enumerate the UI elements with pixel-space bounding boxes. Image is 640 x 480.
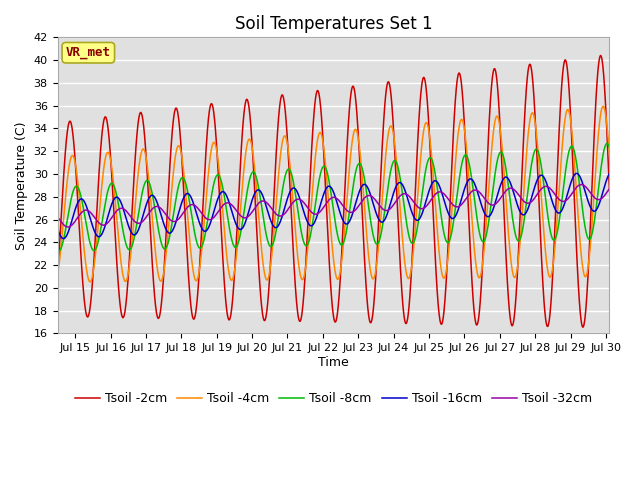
Tsoil -32cm — [488, 202, 496, 208]
Tsoil -16cm — [590, 208, 598, 214]
Tsoil -16cm — [323, 186, 330, 192]
X-axis label: Time: Time — [318, 356, 349, 369]
Tsoil -8cm — [323, 166, 330, 172]
Line: Tsoil -16cm: Tsoil -16cm — [58, 173, 609, 239]
Line: Tsoil -8cm: Tsoil -8cm — [58, 144, 609, 252]
Tsoil -32cm — [323, 201, 330, 206]
Y-axis label: Soil Temperature (C): Soil Temperature (C) — [15, 121, 28, 250]
Tsoil -8cm — [82, 220, 90, 226]
Tsoil -8cm — [54, 248, 61, 254]
Tsoil -8cm — [589, 224, 597, 230]
Tsoil -2cm — [590, 143, 598, 149]
Tsoil -8cm — [603, 141, 611, 146]
Tsoil -32cm — [590, 194, 598, 200]
Tsoil -16cm — [82, 202, 90, 208]
Tsoil -32cm — [590, 194, 598, 200]
Tsoil -2cm — [82, 308, 90, 314]
Line: Tsoil -4cm: Tsoil -4cm — [58, 106, 609, 282]
Tsoil -32cm — [64, 224, 72, 230]
Tsoil -16cm — [605, 171, 613, 177]
Text: VR_met: VR_met — [66, 46, 111, 59]
Tsoil -2cm — [488, 77, 496, 83]
Tsoil -2cm — [307, 154, 315, 159]
Tsoil -16cm — [590, 208, 598, 214]
Line: Tsoil -32cm: Tsoil -32cm — [58, 184, 609, 227]
Tsoil -2cm — [589, 149, 597, 155]
Tsoil -2cm — [322, 192, 330, 198]
Tsoil -16cm — [54, 226, 61, 232]
Tsoil -4cm — [323, 168, 330, 174]
Tsoil -2cm — [596, 53, 604, 59]
Tsoil -8cm — [488, 191, 496, 197]
Tsoil -4cm — [86, 279, 94, 285]
Tsoil -2cm — [579, 324, 587, 330]
Tsoil -2cm — [54, 274, 61, 279]
Title: Soil Temperatures Set 1: Soil Temperatures Set 1 — [235, 15, 432, 33]
Tsoil -16cm — [60, 236, 67, 241]
Tsoil -4cm — [599, 103, 607, 109]
Tsoil -16cm — [573, 170, 580, 176]
Tsoil -32cm — [82, 207, 90, 213]
Tsoil -4cm — [605, 152, 613, 157]
Tsoil -4cm — [308, 199, 316, 205]
Tsoil -16cm — [488, 208, 496, 214]
Tsoil -8cm — [590, 222, 598, 228]
Tsoil -8cm — [55, 249, 63, 254]
Tsoil -4cm — [488, 139, 496, 144]
Tsoil -4cm — [589, 201, 597, 207]
Tsoil -32cm — [605, 186, 613, 192]
Tsoil -32cm — [308, 209, 316, 215]
Tsoil -32cm — [54, 214, 61, 220]
Tsoil -4cm — [590, 197, 598, 203]
Tsoil -2cm — [605, 188, 613, 194]
Tsoil -4cm — [54, 272, 61, 277]
Tsoil -8cm — [605, 145, 613, 151]
Tsoil -16cm — [308, 223, 316, 228]
Legend: Tsoil -2cm, Tsoil -4cm, Tsoil -8cm, Tsoil -16cm, Tsoil -32cm: Tsoil -2cm, Tsoil -4cm, Tsoil -8cm, Tsoi… — [70, 387, 597, 410]
Tsoil -8cm — [308, 227, 316, 232]
Tsoil -32cm — [577, 181, 585, 187]
Line: Tsoil -2cm: Tsoil -2cm — [58, 56, 609, 327]
Tsoil -4cm — [82, 261, 90, 266]
